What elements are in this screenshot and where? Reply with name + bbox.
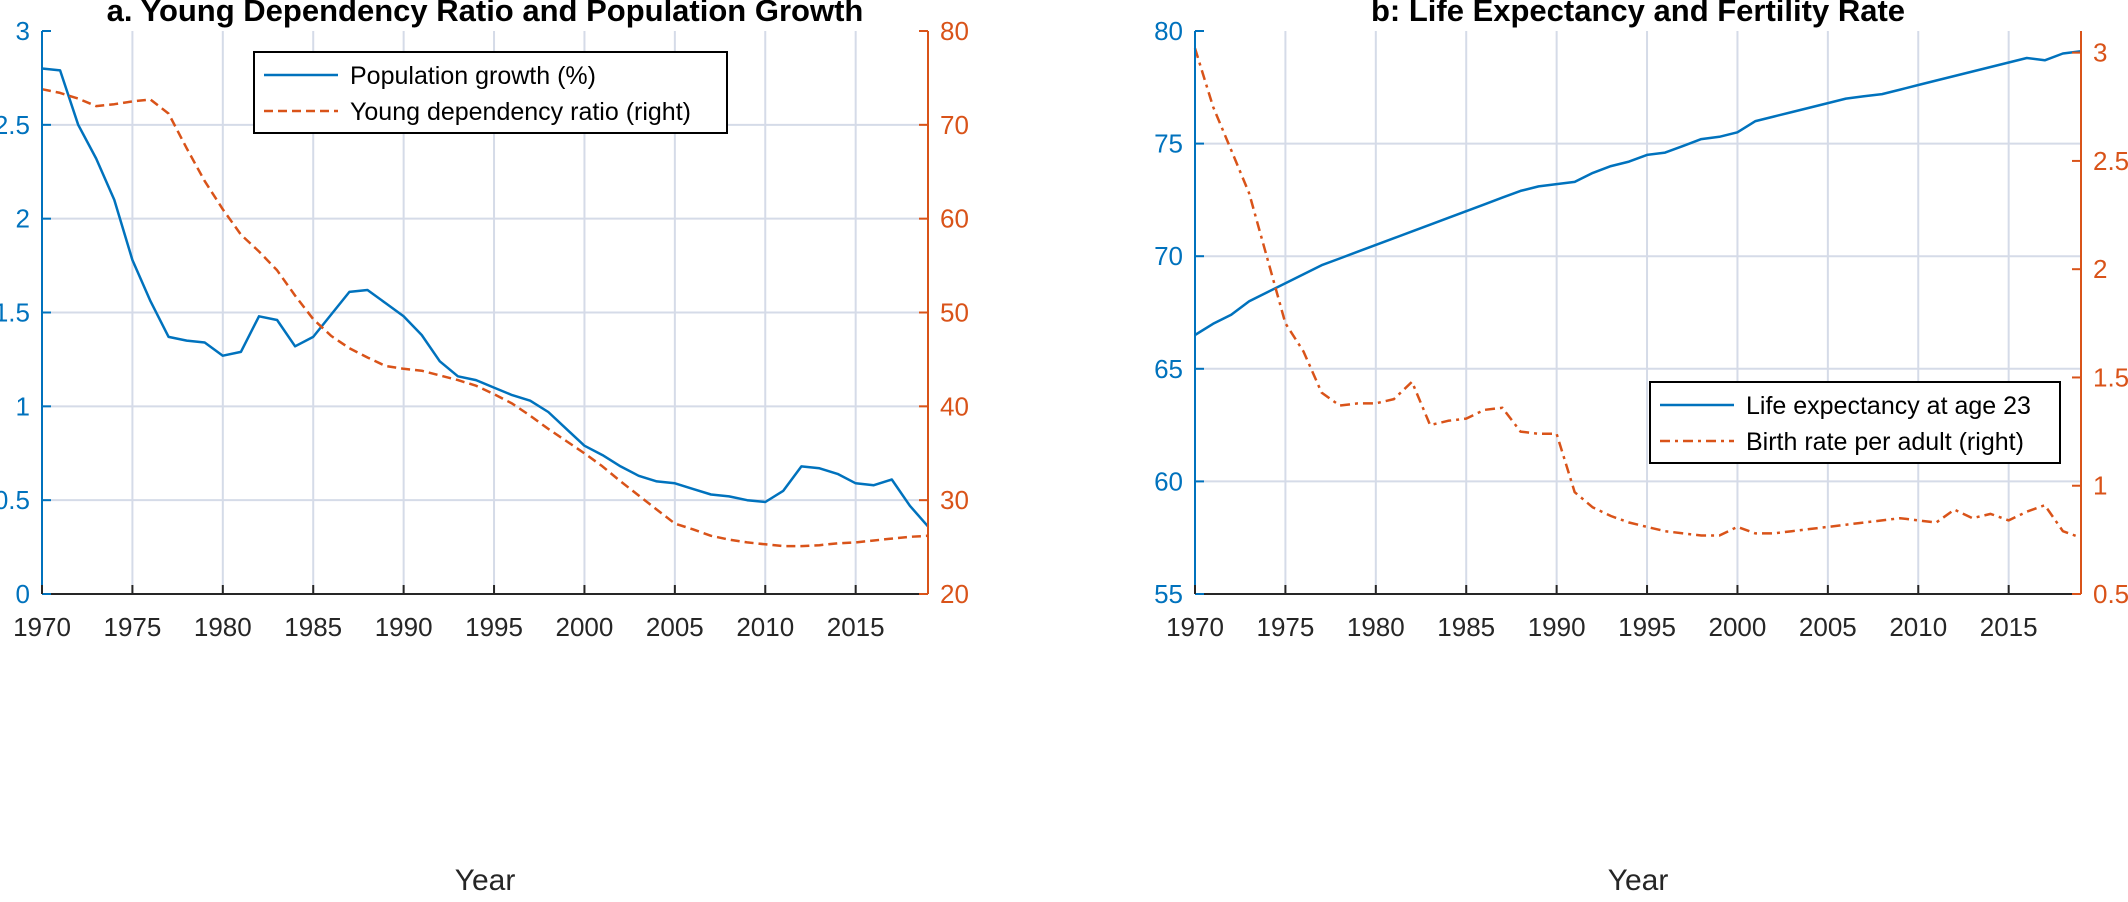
panel-b-left-tick-label: 60 <box>1154 466 1183 496</box>
panel-b-legend-label: Birth rate per adult (right) <box>1746 428 2024 456</box>
panel-a-young-dependency-chart: a. Young Dependency Ratio and Population… <box>0 0 969 897</box>
panel-a-legend-label: Young dependency ratio (right) <box>350 98 691 126</box>
panel-b-right-tick-label: 2 <box>2093 254 2107 284</box>
panel-b-x-tick-label: 1985 <box>1437 612 1495 642</box>
panel-b-x-tick-label: 2000 <box>1709 612 1767 642</box>
panel-a-series-right-line <box>41 87 929 548</box>
panel-b-x-tick-label: 1980 <box>1347 612 1405 642</box>
panel-b-x-tick-label: 1975 <box>1256 612 1314 642</box>
panel-a-legend-label: Population growth (%) <box>350 62 596 90</box>
panel-a-left-tick-label: 0 <box>16 579 30 609</box>
panel-a-x-tick-label: 1990 <box>375 612 433 642</box>
panel-b-x-tick-label: 2005 <box>1799 612 1857 642</box>
panel-a-left-tick-label: 2 <box>16 204 30 234</box>
panel-b-legend: Life expectancy at age 23 Birth rate per … <box>1649 381 2061 464</box>
panel-b-series-right-line <box>1193 47 2082 539</box>
panel-a-x-tick-label: 2010 <box>736 612 794 642</box>
panel-a-right-tick-label: 70 <box>940 110 969 140</box>
panel-a-x-tick-label: 1970 <box>13 612 71 642</box>
panel-a-right-tick-label: 50 <box>940 298 969 328</box>
panel-b-right-tick-label: 3 <box>2093 38 2107 68</box>
panel-a-right-tick-label: 30 <box>940 485 969 515</box>
panel-a-x-tick-label: 2005 <box>646 612 704 642</box>
panel-b-right-tick-label: 1 <box>2093 471 2107 501</box>
panel-a-legend: Population growth (%) Young dependency ra… <box>253 51 728 134</box>
panel-b-x-tick-label: 2015 <box>1980 612 2038 642</box>
panel-a-right-tick-label: 80 <box>940 16 969 46</box>
panel-b-x-tick-label: 2010 <box>1889 612 1947 642</box>
panel-b-x-tick-label: 1970 <box>1166 612 1224 642</box>
panel-b-x-tick-label: 1990 <box>1528 612 1586 642</box>
panel-b-right-tick-label: 2.5 <box>2093 146 2128 176</box>
panel-a-series-left-line <box>41 67 929 528</box>
panel-a-legend-box <box>253 51 728 134</box>
panel-a-x-tick-label: 2000 <box>556 612 614 642</box>
panel-a-left-tick-label: 2.5 <box>0 110 30 140</box>
panel-a-left-tick-label: 1.5 <box>0 298 30 328</box>
panel-b-legend-box <box>1649 381 2061 464</box>
panel-b-left-tick-label: 70 <box>1154 241 1183 271</box>
panel-b-x-tick-label: 1995 <box>1618 612 1676 642</box>
panel-b-left-tick-label: 55 <box>1154 579 1183 609</box>
panel-a-x-tick-label: 1980 <box>194 612 252 642</box>
panel-b-title: b: Life Expectancy and Fertility Rate <box>1371 0 1905 28</box>
panel-b-legend-label: Life expectancy at age 23 <box>1746 392 2031 420</box>
panel-a-xlabel: Year <box>455 864 516 897</box>
panel-a-x-tick-label: 2015 <box>827 612 885 642</box>
panel-a-right-tick-label: 60 <box>940 204 969 234</box>
panel-b-left-tick-label: 80 <box>1154 16 1183 46</box>
panel-a-right-tick-label: 20 <box>940 579 969 609</box>
panel-b-left-tick-label: 65 <box>1154 354 1183 384</box>
panel-a-left-tick-label: 0.5 <box>0 485 30 515</box>
panel-a-title: a. Young Dependency Ratio and Population… <box>107 0 864 28</box>
panel-a-x-tick-label: 1985 <box>284 612 342 642</box>
panel-a-left-tick-label: 1 <box>16 391 30 421</box>
panel-a-left-tick-label: 3 <box>16 16 30 46</box>
panel-a-x-tick-label: 1995 <box>465 612 523 642</box>
panel-b-life-expectancy-chart: b: Life Expectancy and Fertility Rate Ye… <box>1154 0 2128 897</box>
panel-b-grid <box>1195 31 2081 594</box>
panel-a-right-tick-label: 40 <box>940 391 969 421</box>
panel-b-right-tick-label: 1.5 <box>2093 362 2128 392</box>
panel-b-series-left-line <box>1194 50 2082 337</box>
panel-b-left-tick-label: 75 <box>1154 129 1183 159</box>
panel-b-xlabel: Year <box>1608 864 1669 897</box>
panel-a-x-tick-label: 1975 <box>103 612 161 642</box>
panel-b-right-tick-label: 0.5 <box>2093 579 2128 609</box>
